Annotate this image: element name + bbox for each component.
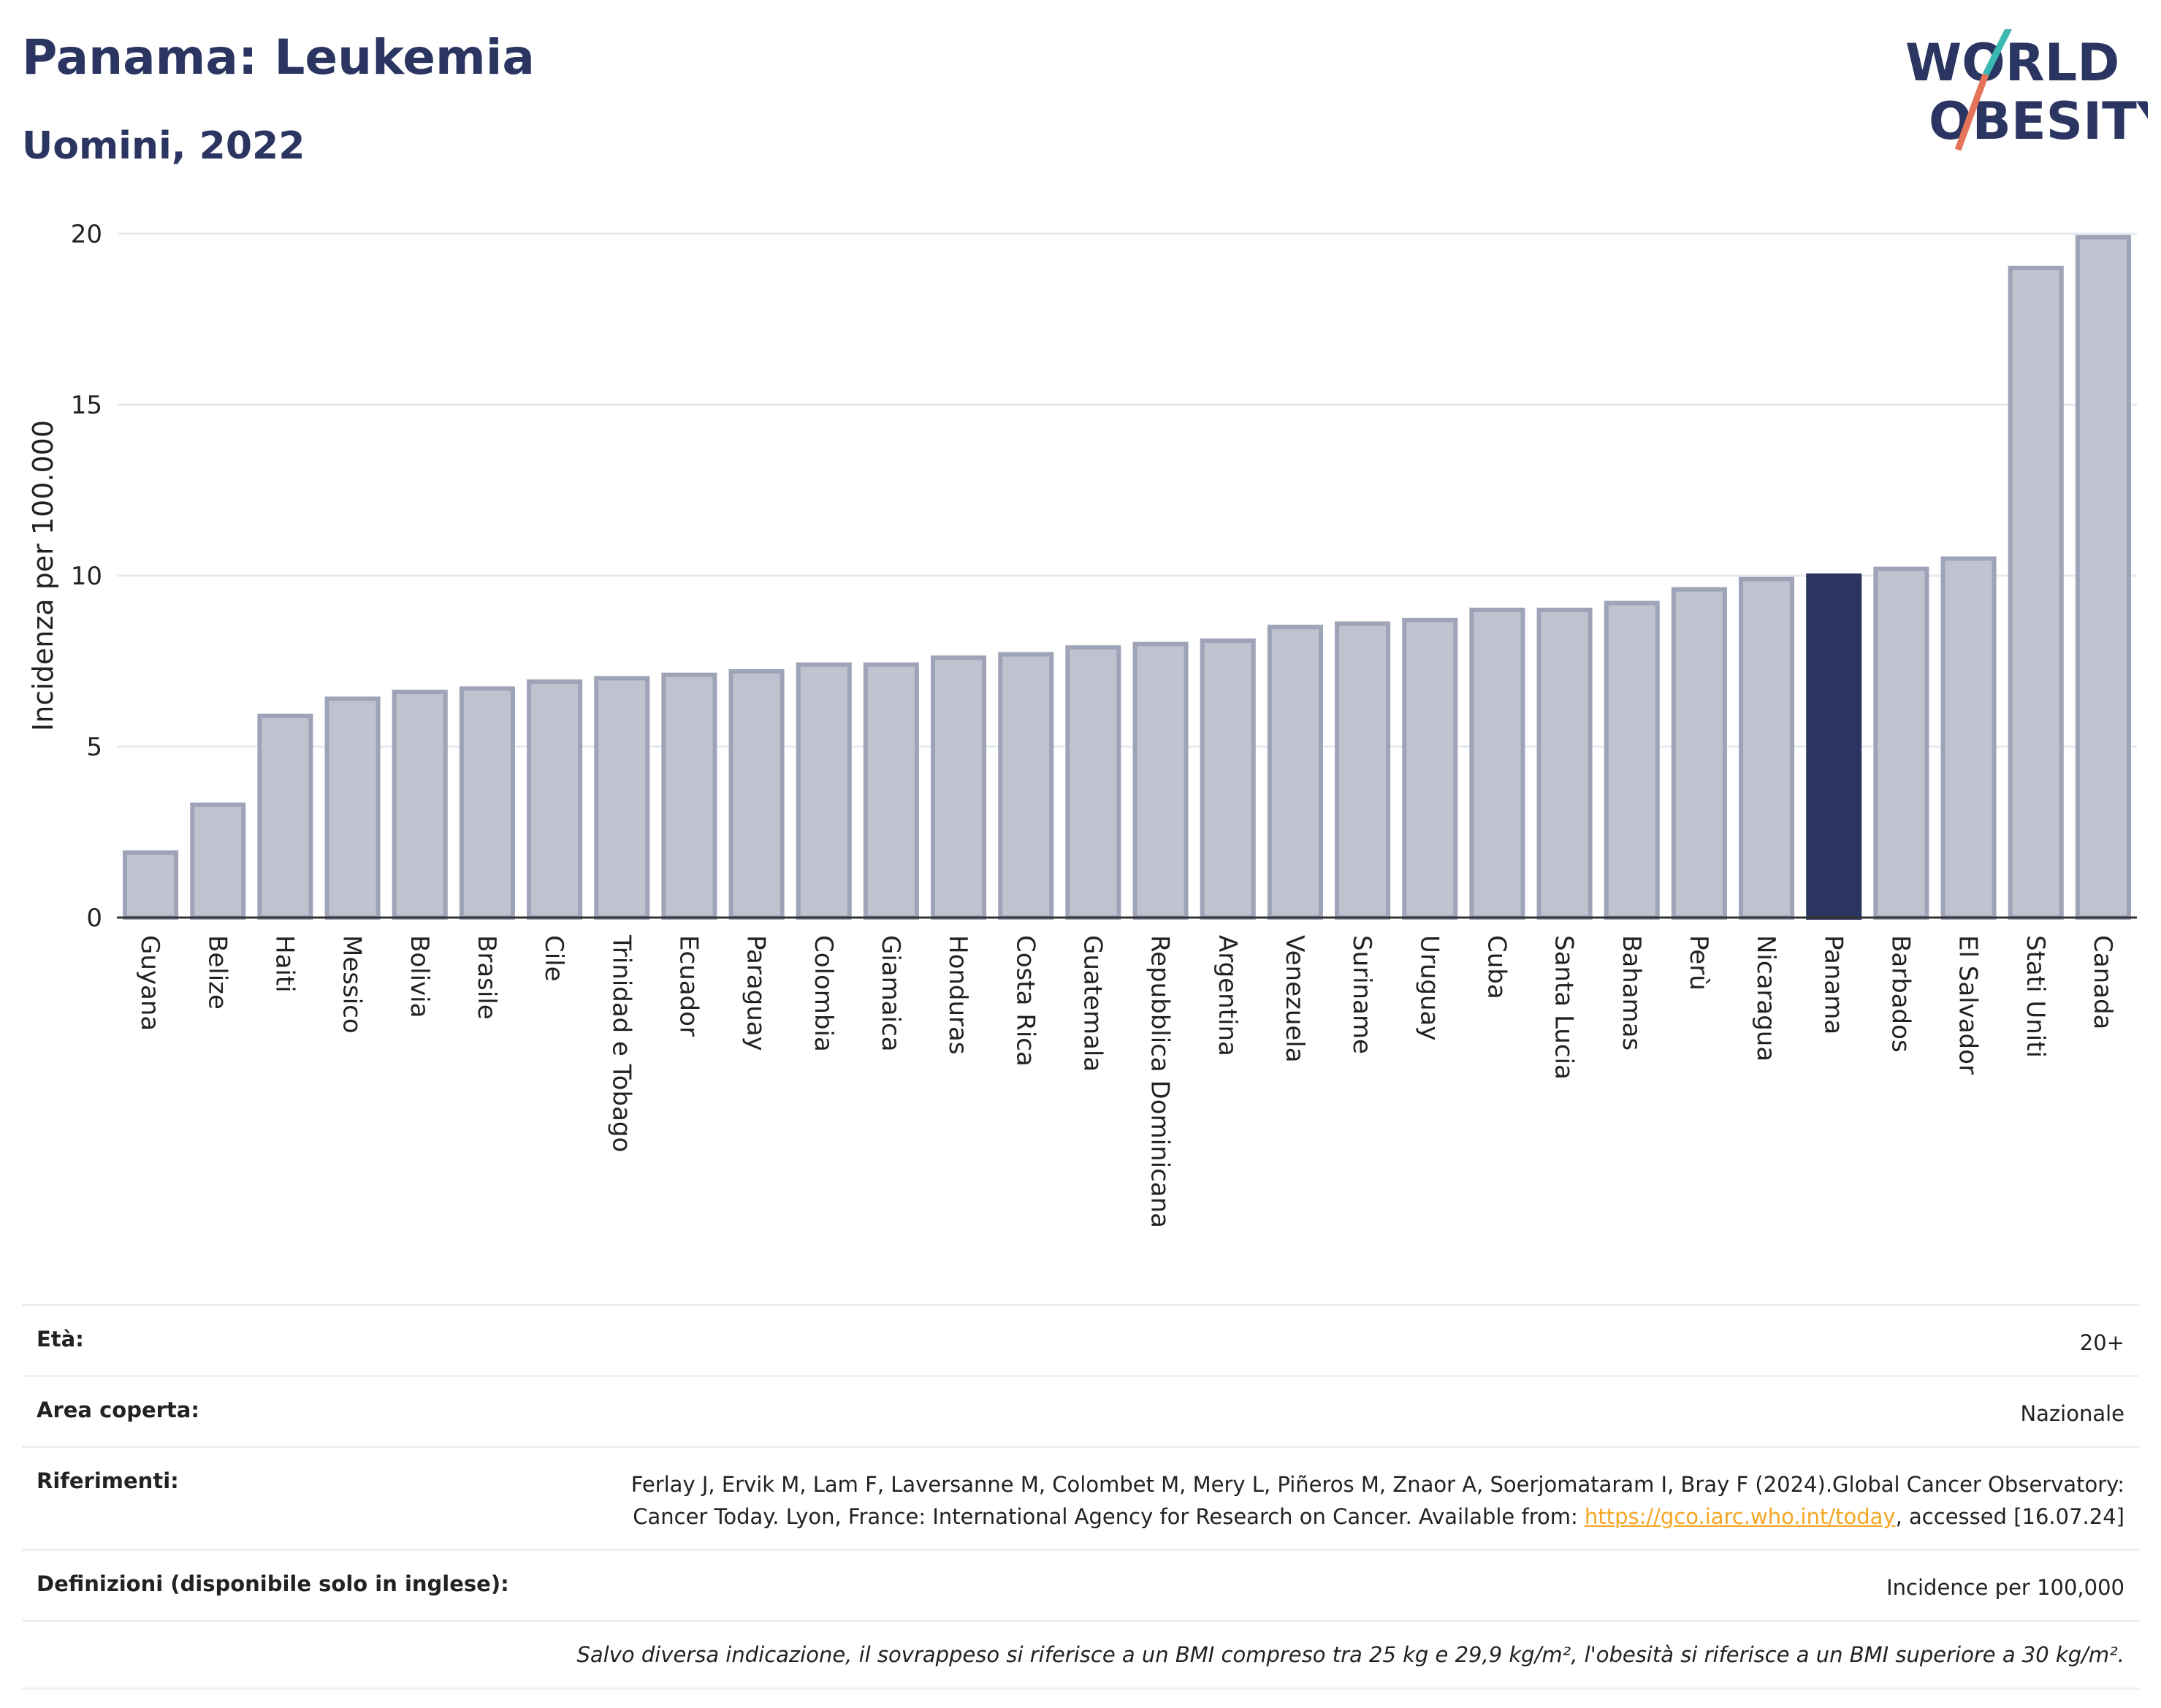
footnote: Salvo diversa indicazione, il sovrappeso… [22, 1620, 2139, 1690]
bar-nicaragua [1739, 576, 1795, 920]
bar-barbados [1873, 566, 1929, 920]
bar-paraguay [728, 669, 785, 920]
bar-brasile [459, 686, 515, 920]
bar-bolivia [392, 690, 448, 920]
x-tick-label: Cile [539, 935, 568, 982]
bar-panama [1806, 573, 1862, 920]
y-tick-label: 20 [71, 220, 102, 249]
bar-guyana [123, 850, 179, 920]
x-tick-label: Panama [1818, 935, 1848, 1034]
bar-messico [324, 696, 381, 920]
area-row: Area coperta: Nazionale [22, 1375, 2139, 1446]
age-row: Età: 20+ [22, 1304, 2139, 1375]
x-tick-label: Haiti [270, 935, 299, 993]
x-tick-label: Nicaragua [1751, 935, 1780, 1061]
references-link[interactable]: https://gco.iarc.who.int/today [1584, 1504, 1896, 1529]
logo-slash-teal [1982, 29, 2013, 77]
bar-belize [190, 802, 246, 920]
y-axis-label: Incidenza per 100.000 [27, 420, 59, 731]
x-tick-label: Ecuador [674, 935, 703, 1037]
bar-cile [527, 679, 583, 920]
metadata-table: Età: 20+ Area coperta: Nazionale Riferim… [22, 1304, 2139, 1690]
x-tick-label: Canada [2088, 935, 2117, 1029]
y-tick-label: 5 [86, 733, 102, 762]
x-tick-label: Giamaica [876, 935, 905, 1052]
bar-colombia [796, 662, 852, 920]
references-text: Ferlay J, Ervik M, Lam F, Laversanne M, … [630, 1472, 2124, 1529]
y-tick-label: 15 [71, 391, 102, 420]
x-tick-label: Argentina [1213, 935, 1242, 1056]
world-obesity-logo: WORLD OBESITY [1905, 29, 2148, 151]
x-tick-label: Venezuela [1280, 935, 1309, 1063]
chart-title: Panama: Leukemia [22, 29, 535, 85]
definitions-value: Incidence per 100,000 [1886, 1575, 2124, 1600]
x-tick-label: Trinidad e Tobago [606, 934, 636, 1152]
bar-el-salvador [1940, 556, 1997, 920]
x-tick-label: Colombia [809, 935, 838, 1052]
bar-haiti [257, 713, 313, 920]
x-tick-label: Uruguay [1414, 935, 1444, 1041]
x-tick-label: Costa Rica [1010, 935, 1040, 1067]
bar-perù [1671, 587, 1727, 920]
age-label: Età: [37, 1327, 84, 1351]
references-row: Riferimenti: Ferlay J, Ervik M, Lam F, L… [22, 1446, 2139, 1549]
bar-trinidad-e-tobago [594, 676, 650, 920]
x-tick-label: Guyana [135, 935, 164, 1031]
x-tick-label: Bahamas [1617, 935, 1646, 1051]
chart-subtitle: Uomini, 2022 [22, 124, 305, 168]
x-tick-label: Messico [338, 935, 367, 1034]
x-tick-label: Cuba [1482, 935, 1511, 999]
references-value: Ferlay J, Ervik M, Lam F, Laversanne M, … [590, 1468, 2124, 1533]
x-tick-label: Belize [202, 935, 232, 1010]
bar-canada [2075, 235, 2131, 920]
logo-slash-coral [1954, 73, 1989, 151]
area-label: Area coperta: [37, 1398, 199, 1422]
bar-argentina [1200, 638, 1256, 920]
bar-santa-lucia [1536, 607, 1593, 920]
bar-costa-rica [998, 652, 1054, 920]
x-tick-label: Santa Lucia [1550, 935, 1579, 1080]
bar-giamaica [863, 662, 919, 920]
references-tail: , accessed [16.07.24] [1895, 1504, 2124, 1529]
x-tick-label: Barbados [1886, 935, 1915, 1053]
x-tick-label: Honduras [943, 935, 972, 1055]
bar-venezuela [1267, 625, 1323, 920]
bar-honduras [931, 655, 987, 920]
bar-guatemala [1065, 645, 1121, 920]
x-tick-label: Repubblica Dominicana [1146, 935, 1175, 1228]
y-tick-label: 10 [71, 562, 102, 591]
bar-ecuador [661, 672, 717, 920]
x-tick-label: Guatemala [1078, 935, 1107, 1072]
x-tick-label: Brasile [472, 935, 501, 1020]
y-tick-label: 0 [86, 904, 102, 933]
x-tick-label: El Salvador [1954, 935, 1983, 1075]
bar-stati-uniti [2008, 265, 2064, 920]
x-tick-label: Bolivia [405, 935, 434, 1018]
age-value: 20+ [2079, 1330, 2124, 1355]
x-tick-label: Paraguay [742, 935, 771, 1051]
bar-cuba [1469, 607, 1525, 920]
bar-repubblica-dominicana [1132, 641, 1189, 920]
x-tick-label: Perù [1684, 935, 1713, 991]
definitions-label: Definizioni (disponibile solo in inglese… [37, 1571, 509, 1596]
area-value: Nazionale [2020, 1401, 2124, 1426]
logo-line1: WORLD [1905, 33, 2119, 93]
bar-chart: 0 5 10 15 20 Incidenza per 100.000 Guyana Beliz… [27, 220, 2137, 1228]
references-label: Riferimenti: [37, 1468, 179, 1493]
x-tick-label: Stati Uniti [2021, 935, 2050, 1058]
definitions-row: Definizioni (disponibile solo in inglese… [22, 1549, 2139, 1620]
bar-suriname [1335, 621, 1391, 920]
bar-bahamas [1604, 601, 1660, 920]
x-tick-label: Suriname [1347, 935, 1376, 1054]
bar-uruguay [1402, 617, 1458, 920]
